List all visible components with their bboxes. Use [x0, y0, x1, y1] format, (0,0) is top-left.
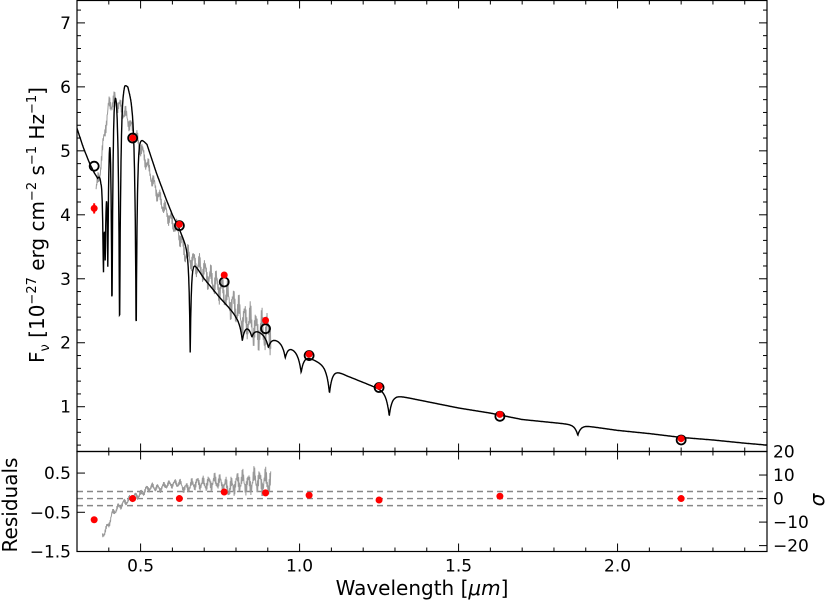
residuals-panel-frame [76, 450, 768, 553]
wavelength-tick-label: 0.5 [127, 557, 154, 577]
observed-photometry-point [305, 350, 313, 358]
residual-point [677, 495, 685, 503]
sigma-tick-label: 20 [773, 443, 795, 463]
observed-photometry-point [496, 410, 504, 418]
sed-y-tick-label: 1 [60, 398, 71, 418]
residual-point [175, 495, 183, 503]
observed-photometry-point [375, 382, 383, 390]
observed-photometry-point [262, 316, 270, 324]
observed-photometry-point [175, 220, 183, 228]
wavelength-axis-title: Wavelength [μm] [336, 576, 509, 600]
sigma-axis-title: σ [805, 492, 829, 506]
sed-y-tick-label: 7 [60, 14, 71, 34]
sed-y-axis-title: Fν [10−27 erg cm−2 s−1 Hz−1] [25, 87, 53, 363]
residual-point [496, 492, 504, 500]
residuals-y-tick-label: 0.5 [44, 464, 71, 484]
residuals-panel: −1.5 −0.5 0.5 20 10 0 −10 −20 0.5 1.0 1.5 2.0 Resid… [0, 443, 829, 601]
residuals-y-axis-title: Residuals [0, 458, 22, 553]
wavelength-tick-label: 1.0 [286, 557, 313, 577]
residual-point [220, 488, 228, 496]
observed-photometry-point [220, 271, 228, 279]
sed-plot-area [77, 84, 767, 446]
residual-point [129, 495, 137, 503]
synthetic-photometry-point [88, 160, 100, 172]
residual-point [375, 496, 383, 504]
wavelength-tick-label: 1.5 [445, 557, 472, 577]
sed-y-tick-label: 4 [60, 206, 71, 226]
sigma-tick-label: −20 [773, 537, 809, 557]
residual-point [90, 516, 98, 524]
residuals-plot-area [77, 466, 767, 538]
sigma-tick-label: −10 [773, 513, 809, 533]
residual-point [305, 491, 313, 499]
residuals-ticks: −1.5 −0.5 0.5 20 10 0 −10 −20 0.5 1.0 1.5 2.0 [30, 443, 809, 577]
sigma-tick-label: 0 [773, 490, 784, 510]
observed-photometry-point [129, 134, 137, 142]
observed-photometry-point [90, 204, 98, 212]
synthetic-photometry-point [127, 132, 139, 144]
sed-y-tick-label: 6 [60, 78, 71, 98]
sigma-tick-label: 10 [773, 466, 795, 486]
residuals-y-tick-label: −0.5 [30, 503, 71, 523]
wavelength-tick-label: 2.0 [604, 557, 631, 577]
sed-y-tick-label: 3 [60, 270, 71, 290]
sed-y-tick-label: 5 [60, 142, 71, 162]
residuals-y-tick-label: −1.5 [30, 543, 71, 563]
sed-panel: 1 2 3 4 5 6 7 Fν [10−27 erg cm−2 s−1 Hz−1] [25, 0, 768, 453]
model-spectrum-line [77, 84, 767, 446]
sed-ticks: 1 2 3 4 5 6 7 [60, 0, 767, 452]
observed-photometry-point [677, 435, 685, 443]
sed-y-tick-label: 2 [60, 334, 71, 354]
residual-point [262, 489, 270, 497]
synthetic-photometry-point [260, 323, 271, 335]
